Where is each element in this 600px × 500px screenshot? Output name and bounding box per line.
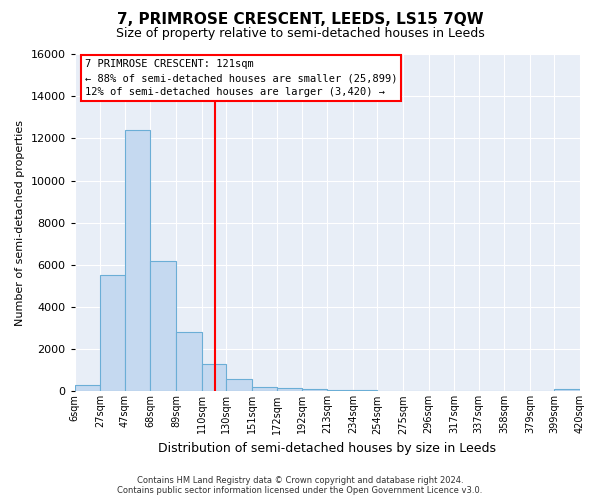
Bar (403, 391, 428, 392)
Bar (75, 385, 100, 392)
Bar (202, 364, 226, 392)
Bar (277, 388, 302, 392)
Bar (328, 390, 353, 392)
Bar (554, 390, 580, 392)
Text: Size of property relative to semi-detached houses in Leeds: Size of property relative to semi-detach… (116, 28, 484, 40)
Bar (125, 130, 151, 392)
Bar (226, 378, 251, 392)
Bar (151, 260, 176, 392)
Bar (176, 332, 202, 392)
Y-axis label: Number of semi-detached properties: Number of semi-detached properties (15, 120, 25, 326)
X-axis label: Distribution of semi-detached houses by size in Leeds: Distribution of semi-detached houses by … (158, 442, 496, 455)
Bar (251, 386, 277, 392)
Text: 7, PRIMROSE CRESCENT, LEEDS, LS15 7QW: 7, PRIMROSE CRESCENT, LEEDS, LS15 7QW (116, 12, 484, 28)
Bar (100, 276, 125, 392)
Bar (377, 390, 403, 392)
Bar (302, 390, 328, 392)
Text: 7 PRIMROSE CRESCENT: 121sqm
← 88% of semi-detached houses are smaller (25,899)
1: 7 PRIMROSE CRESCENT: 121sqm ← 88% of sem… (85, 59, 397, 97)
Text: Contains HM Land Registry data © Crown copyright and database right 2024.
Contai: Contains HM Land Registry data © Crown c… (118, 476, 482, 495)
Bar (353, 390, 377, 392)
